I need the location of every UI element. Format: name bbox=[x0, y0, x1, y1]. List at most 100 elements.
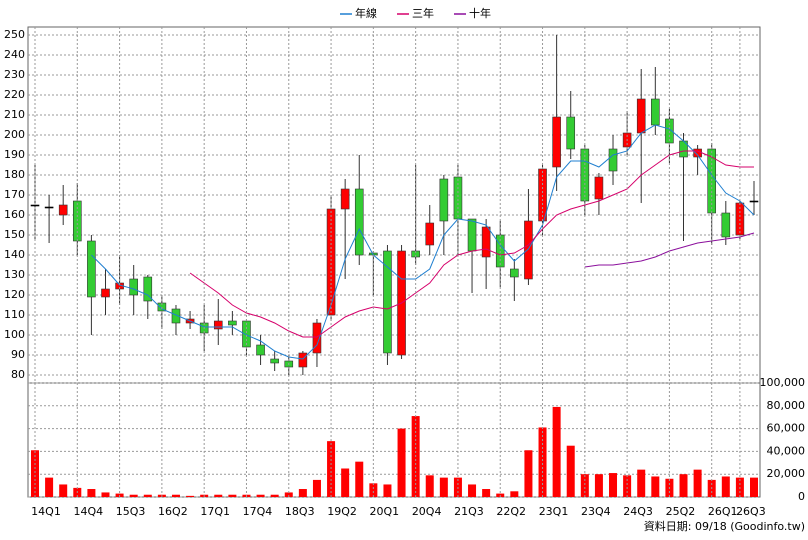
volume-bar bbox=[397, 428, 406, 497]
volume-bar bbox=[186, 495, 195, 497]
volume-bar bbox=[256, 494, 265, 497]
y-tick-label: 230 bbox=[4, 68, 25, 81]
volume-bar bbox=[341, 468, 350, 497]
volume-bar bbox=[552, 406, 561, 497]
volume-bar bbox=[679, 474, 688, 497]
volume-bar bbox=[327, 441, 336, 497]
volume-bar bbox=[87, 489, 96, 497]
volume-bar bbox=[425, 475, 434, 497]
candle-body bbox=[58, 204, 68, 216]
volume-bar bbox=[482, 489, 491, 497]
x-tick-label: 22Q2 bbox=[496, 505, 526, 518]
x-tick-label: 23Q4 bbox=[581, 505, 611, 518]
y-tick-label: 170 bbox=[4, 188, 25, 201]
y-tick-label: 150 bbox=[4, 228, 25, 241]
y2-tick-label: 40,000 bbox=[767, 444, 806, 457]
y-tick-label: 100 bbox=[4, 328, 25, 341]
footnote: 資料日期: 09/18 (Goodinfo.tw) bbox=[644, 519, 805, 533]
candle-body bbox=[87, 240, 96, 298]
volume-bar bbox=[651, 476, 660, 497]
x-tick-label: 15Q3 bbox=[116, 505, 146, 518]
x-tick-label: 17Q1 bbox=[200, 505, 230, 518]
y-tick-label: 190 bbox=[4, 148, 25, 161]
x-tick-label: 16Q2 bbox=[158, 505, 188, 518]
volume-bar bbox=[45, 477, 54, 497]
candle-body bbox=[594, 176, 604, 200]
candle-body bbox=[566, 116, 576, 150]
y-tick-label: 210 bbox=[4, 108, 25, 121]
volume-bar bbox=[580, 474, 589, 497]
y2-tick-label: 80,000 bbox=[767, 399, 806, 412]
volume-bar bbox=[143, 494, 152, 497]
volume-bar bbox=[312, 479, 321, 497]
volume-bar bbox=[383, 484, 392, 497]
candle-body bbox=[651, 98, 660, 126]
candle-body bbox=[354, 188, 364, 256]
x-tick-label: 25Q2 bbox=[666, 505, 696, 518]
y-tick-label: 220 bbox=[4, 88, 25, 101]
volume-bar bbox=[355, 461, 364, 497]
volume-bar bbox=[31, 450, 39, 497]
candle-body bbox=[439, 178, 449, 222]
ma-line bbox=[584, 232, 755, 268]
y-tick-label: 110 bbox=[4, 308, 25, 321]
y-tick-label: 160 bbox=[4, 208, 25, 221]
plot-frame bbox=[27, 26, 761, 498]
legend-label: 三年 bbox=[412, 6, 434, 20]
y2-tick-label: 60,000 bbox=[767, 422, 806, 435]
volume-bar bbox=[609, 473, 618, 497]
y-tick-label: 180 bbox=[4, 168, 25, 181]
volume-bar bbox=[721, 476, 730, 497]
candle-body bbox=[101, 288, 110, 298]
volume-bar bbox=[284, 492, 293, 497]
candle-body bbox=[510, 268, 519, 278]
candle-body bbox=[213, 320, 223, 330]
x-tick-label: 26Q1 bbox=[708, 505, 738, 518]
ma-line bbox=[189, 150, 754, 338]
volume-bar bbox=[594, 474, 603, 497]
y2-tick-label: 0 bbox=[798, 490, 805, 503]
candle-body bbox=[270, 358, 279, 364]
volume-bar bbox=[59, 484, 68, 497]
volume-bar bbox=[566, 445, 575, 497]
x-tick-label: 26Q3 bbox=[736, 505, 766, 518]
volume-bar bbox=[468, 484, 477, 497]
candle-body bbox=[749, 200, 759, 203]
volume-bar bbox=[298, 489, 307, 497]
volume-bar bbox=[750, 477, 758, 497]
candle-body bbox=[636, 98, 646, 134]
candle-body bbox=[44, 206, 54, 209]
x-tick-label: 19Q2 bbox=[327, 505, 357, 518]
candle-body bbox=[256, 344, 265, 356]
candle-body bbox=[30, 204, 40, 207]
candle-body bbox=[228, 320, 237, 326]
candle-body bbox=[340, 188, 350, 210]
volume-bar bbox=[510, 491, 519, 497]
candle-body bbox=[143, 276, 153, 302]
candle-body bbox=[171, 308, 181, 324]
candle-body bbox=[312, 322, 322, 354]
volume-bar bbox=[228, 494, 237, 497]
candle-body bbox=[467, 218, 477, 252]
y-tick-label: 120 bbox=[4, 288, 25, 301]
x-tick-label: 17Q4 bbox=[243, 505, 273, 518]
x-tick-label: 14Q1 bbox=[31, 505, 61, 518]
x-tick-label: 23Q1 bbox=[539, 505, 569, 518]
x-tick-label: 20Q1 bbox=[370, 505, 400, 518]
y-tick-label: 90 bbox=[11, 348, 25, 361]
y-tick-label: 140 bbox=[4, 248, 25, 261]
candle-body bbox=[72, 200, 82, 242]
volume-bar bbox=[171, 494, 180, 497]
volume-bar bbox=[524, 450, 533, 497]
candle-body bbox=[383, 250, 392, 354]
volume-bar bbox=[101, 492, 110, 497]
x-tick-label: 21Q3 bbox=[454, 505, 484, 518]
y-tick-label: 250 bbox=[4, 28, 25, 41]
y-tick-label: 130 bbox=[4, 268, 25, 281]
volume-bar bbox=[623, 475, 632, 497]
candle-body bbox=[608, 148, 618, 172]
legend-label: 十年 bbox=[469, 6, 491, 20]
candle-body bbox=[298, 352, 308, 368]
